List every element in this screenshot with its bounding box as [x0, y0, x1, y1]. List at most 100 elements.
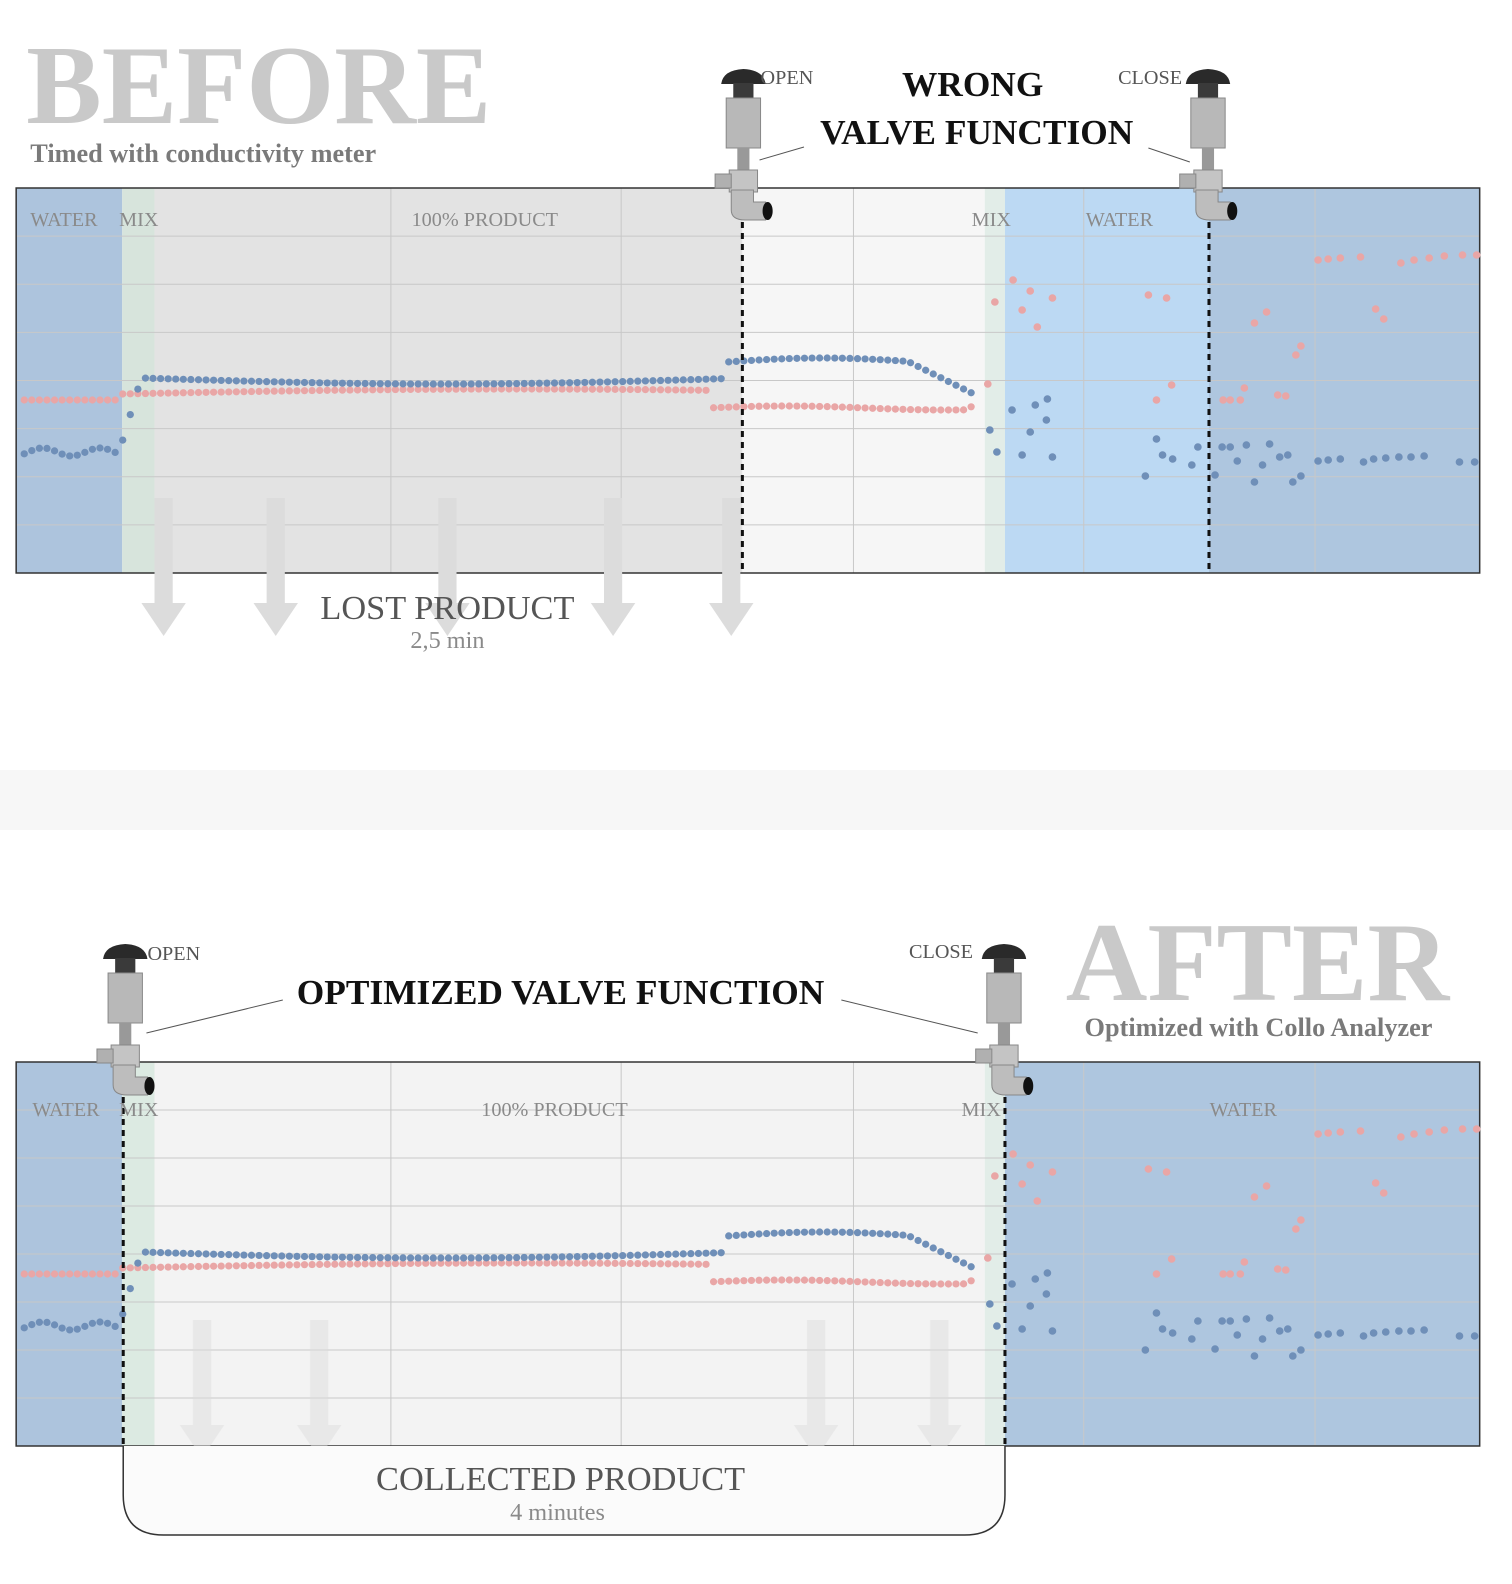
signal-dot	[808, 1228, 816, 1236]
signal-dot	[755, 402, 763, 410]
signal-dot	[111, 1322, 119, 1331]
signal-dot	[588, 378, 597, 386]
signal-dot	[664, 1250, 672, 1258]
signal-dot	[1167, 1255, 1176, 1263]
signal-dot	[694, 1249, 703, 1258]
signal-dot	[247, 377, 256, 385]
signal-dot	[838, 354, 846, 362]
signal-dot	[815, 1276, 824, 1285]
signal-dot	[119, 1310, 127, 1318]
signal-dot	[634, 377, 642, 385]
signal-dot	[96, 396, 104, 404]
signal-dot	[225, 377, 233, 385]
signal-dot	[232, 377, 240, 385]
signal-dot	[255, 1251, 263, 1260]
signal-dot	[232, 1251, 240, 1259]
signal-dot	[103, 445, 112, 453]
signal-dot	[641, 386, 650, 394]
zone-label: 100% PRODUCT	[412, 209, 558, 231]
signal-dot	[573, 378, 581, 387]
signal-dot	[937, 374, 945, 382]
signal-dot	[1283, 1325, 1292, 1333]
signal-dot	[709, 404, 718, 412]
signal-dot	[1233, 1331, 1242, 1339]
signal-dot	[861, 404, 869, 412]
signal-dot	[581, 1252, 589, 1261]
signal-dot	[1226, 396, 1235, 404]
signal-dot	[838, 1277, 846, 1285]
signal-dot	[520, 1259, 528, 1267]
signal-dot	[406, 1259, 415, 1268]
signal-dot	[1410, 1130, 1418, 1138]
signal-dot	[331, 379, 339, 387]
signal-dot	[1043, 1269, 1052, 1277]
signal-dot	[164, 1263, 172, 1271]
signal-dot	[1152, 435, 1161, 443]
signal-dot	[1048, 1327, 1057, 1335]
signal-dot	[815, 1228, 824, 1236]
signal-dot	[596, 1259, 604, 1267]
signal-dot	[952, 1255, 960, 1263]
signal-dot	[35, 1270, 44, 1278]
signal-dot	[338, 386, 347, 394]
signal-dot	[793, 1228, 801, 1236]
signal-dot	[217, 376, 225, 385]
signal-dot	[687, 1260, 695, 1268]
result-duration: 2,5 min	[410, 628, 484, 654]
signal-dot	[1458, 251, 1467, 259]
signal-dot	[573, 1259, 581, 1267]
signal-dot	[512, 1253, 521, 1262]
signal-dot	[179, 375, 187, 383]
signal-dot	[717, 375, 725, 383]
signal-dot	[672, 1250, 680, 1258]
signal-dot	[1219, 396, 1227, 404]
before-title: BEFORE	[26, 24, 491, 147]
signal-dot	[300, 387, 309, 395]
signal-dot	[891, 1230, 900, 1239]
signal-dot	[1324, 456, 1333, 464]
signal-dot	[770, 1229, 778, 1237]
signal-dot	[111, 1270, 119, 1278]
signal-dot	[846, 354, 854, 363]
signal-dot	[384, 386, 392, 394]
signal-dot	[376, 1254, 384, 1262]
signal-dot	[1026, 428, 1035, 436]
signal-dot	[778, 1229, 786, 1237]
signal-dot	[126, 390, 134, 398]
signal-dot	[20, 396, 28, 404]
signal-dot	[967, 389, 975, 397]
signal-dot	[1262, 1182, 1271, 1190]
signal-dot	[558, 1259, 566, 1267]
signal-dot	[50, 1321, 59, 1329]
signal-dot	[1043, 395, 1052, 403]
signal-dot	[482, 385, 490, 393]
signal-dot	[558, 1253, 566, 1261]
signal-dot	[914, 362, 922, 371]
signal-dot	[619, 385, 627, 394]
signal-dot	[149, 389, 157, 397]
signal-dot	[505, 385, 513, 393]
signal-dot	[240, 1251, 248, 1259]
signal-dot	[285, 378, 294, 386]
signal-dot	[993, 448, 1001, 456]
signal-dot	[50, 1270, 59, 1278]
signal-dot	[103, 1319, 112, 1327]
signal-dot	[35, 396, 44, 404]
signal-dot	[1397, 259, 1405, 267]
signal-dot	[967, 403, 975, 411]
signal-dot	[66, 1326, 74, 1334]
signal-dot	[846, 403, 854, 411]
signal-dot	[316, 379, 324, 387]
signal-dot	[1042, 416, 1051, 424]
signal-dot	[369, 380, 377, 388]
signal-dot	[255, 1261, 263, 1270]
signal-dot	[361, 1253, 369, 1262]
signal-dot	[626, 1259, 634, 1268]
signal-dot	[323, 1260, 331, 1268]
signal-dot	[967, 1263, 975, 1271]
signal-dot	[1218, 443, 1226, 451]
signal-dot	[1242, 1315, 1251, 1323]
signal-dot	[1407, 453, 1415, 461]
signal-dot	[656, 376, 665, 385]
